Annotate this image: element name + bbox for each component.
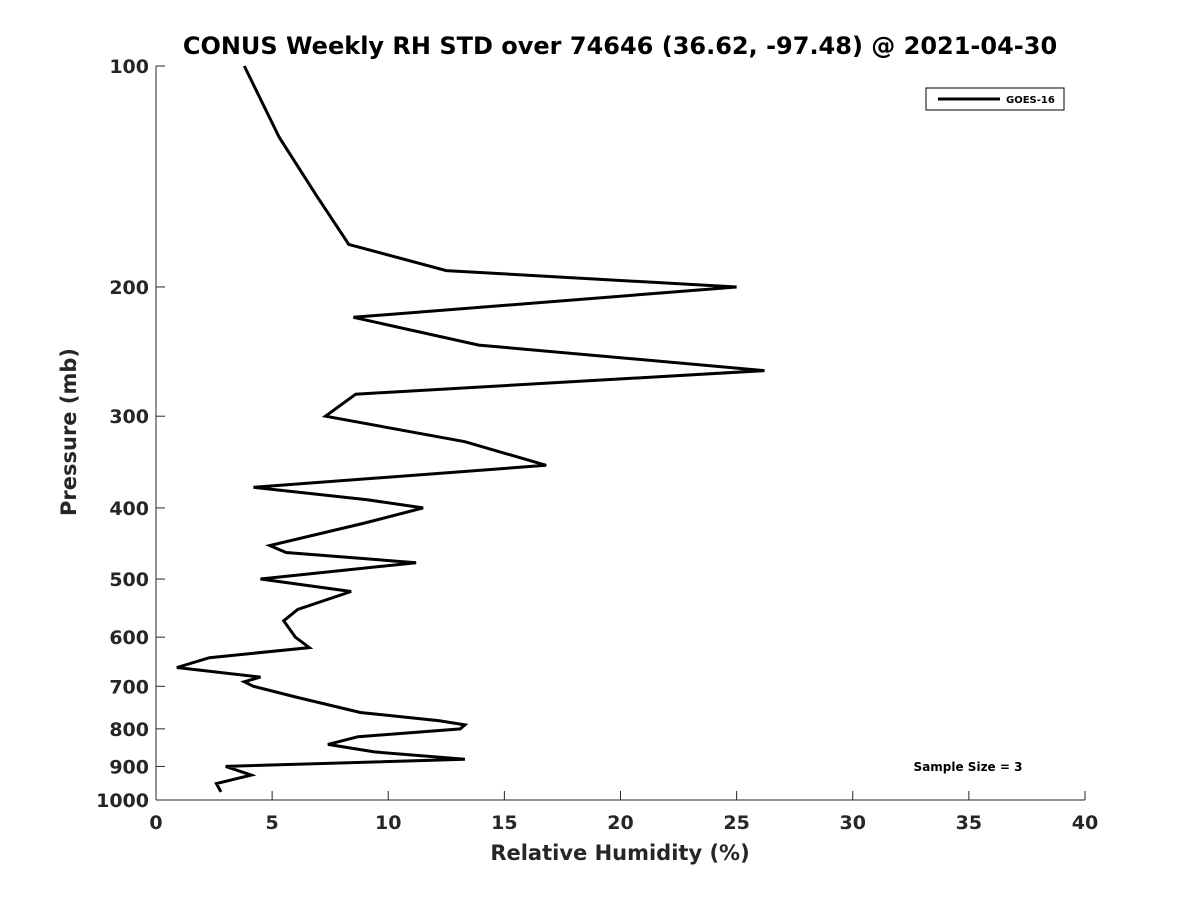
y-tick-label: 1000 <box>96 790 149 812</box>
y-tick-label: 100 <box>109 56 149 78</box>
sample-size-annotation: Sample Size = 3 <box>914 760 1023 774</box>
x-tick-label: 40 <box>1072 812 1098 834</box>
y-tick-label: 200 <box>109 277 149 299</box>
chart-title: CONUS Weekly RH STD over 74646 (36.62, -… <box>183 32 1057 60</box>
legend: GOES-16 <box>925 87 1065 111</box>
series-line-goes-16 <box>176 65 765 793</box>
legend-label-goes-16: GOES-16 <box>1006 95 1055 106</box>
y-tick-label: 800 <box>109 719 149 741</box>
series-layer <box>176 65 765 793</box>
x-tick-label: 0 <box>149 812 162 834</box>
y-tick-label: 300 <box>109 406 149 428</box>
y-axis-label: Pressure (mb) <box>57 348 81 516</box>
x-tick-label: 20 <box>607 812 633 834</box>
x-tick-label: 35 <box>956 812 982 834</box>
y-tick-label: 400 <box>109 498 149 520</box>
x-tick-label: 30 <box>840 812 866 834</box>
y-tick-label: 600 <box>109 627 149 649</box>
x-tick-label: 10 <box>375 812 401 834</box>
x-tick-label: 5 <box>266 812 279 834</box>
axes: 0 5 10 15 20 25 30 35 40 100 200 300 400 500 600 700 800… <box>96 56 1098 834</box>
y-tick-label: 700 <box>109 676 149 698</box>
x-axis-label: Relative Humidity (%) <box>490 841 749 865</box>
y-tick-label: 900 <box>109 756 149 778</box>
x-tick-label: 15 <box>491 812 517 834</box>
x-tick-label: 25 <box>723 812 749 834</box>
y-tick-label: 500 <box>109 569 149 591</box>
